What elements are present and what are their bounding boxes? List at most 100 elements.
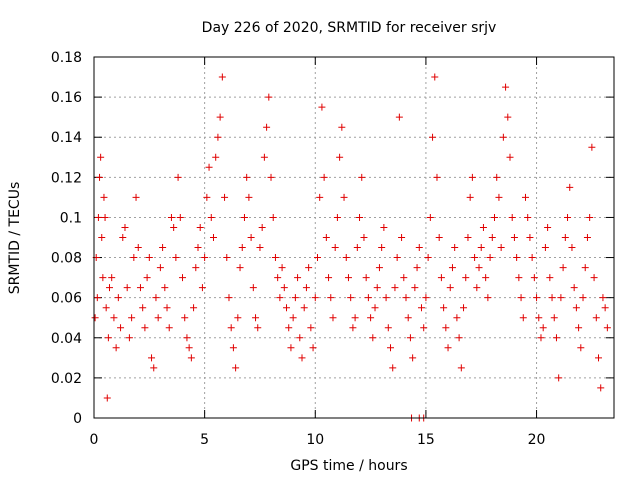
data-point	[163, 304, 171, 312]
data-point	[342, 254, 350, 262]
data-point	[320, 173, 328, 181]
data-point	[586, 213, 594, 221]
data-point	[382, 294, 390, 302]
data-point	[112, 344, 120, 352]
data-point	[564, 213, 572, 221]
data-point	[94, 213, 102, 221]
data-point	[409, 354, 417, 362]
data-point	[358, 173, 366, 181]
data-point	[93, 294, 101, 302]
data-point	[300, 304, 308, 312]
data-point	[134, 244, 142, 252]
data-point	[395, 113, 403, 121]
data-point	[108, 274, 116, 282]
data-point	[552, 334, 560, 342]
data-point	[389, 364, 397, 372]
data-point	[546, 274, 554, 282]
data-point	[597, 384, 605, 392]
data-point	[595, 354, 603, 362]
data-point	[232, 364, 240, 372]
data-point	[283, 304, 291, 312]
data-point	[433, 173, 441, 181]
data-point	[238, 244, 246, 252]
data-point	[491, 213, 499, 221]
data-point	[123, 284, 131, 292]
data-point	[364, 294, 372, 302]
data-point	[583, 234, 591, 241]
data-point	[460, 304, 468, 312]
data-point	[393, 254, 401, 262]
data-point	[464, 234, 472, 241]
x-axis-label: GPS time / hours	[290, 458, 407, 474]
data-point	[391, 284, 399, 292]
data-point	[435, 234, 443, 241]
data-point	[482, 274, 490, 282]
data-point	[426, 213, 434, 221]
data-point	[601, 304, 609, 312]
y-tick-label: 0.16	[51, 90, 82, 106]
data-point	[240, 213, 248, 221]
data-point	[453, 314, 461, 322]
data-point	[265, 93, 273, 101]
data-point	[194, 244, 202, 252]
data-point	[187, 354, 195, 362]
data-point	[440, 304, 448, 312]
data-point	[150, 364, 158, 372]
data-point	[451, 244, 459, 252]
data-points	[91, 73, 611, 422]
data-point	[557, 294, 565, 302]
data-point	[356, 213, 364, 221]
data-point	[174, 173, 182, 181]
data-point	[267, 173, 275, 181]
data-point	[329, 314, 337, 322]
data-point	[404, 314, 412, 322]
data-point	[225, 294, 233, 302]
data-point	[117, 324, 125, 332]
data-point	[603, 324, 611, 332]
data-point	[325, 274, 333, 282]
data-point	[278, 264, 286, 272]
y-tick-label: 0.08	[51, 251, 82, 267]
data-point	[139, 304, 147, 312]
data-point	[136, 284, 144, 292]
data-point	[588, 143, 596, 151]
data-point	[143, 274, 151, 282]
data-point	[577, 344, 585, 352]
data-point	[555, 374, 563, 382]
data-point	[468, 173, 476, 181]
y-tick-label: 0.04	[51, 331, 82, 347]
data-point	[309, 344, 317, 352]
data-point	[207, 213, 215, 221]
data-point	[378, 244, 386, 252]
data-point	[413, 264, 421, 272]
data-point	[336, 153, 344, 161]
y-tick-label: 0.14	[51, 130, 82, 146]
data-point	[340, 193, 348, 201]
data-point	[119, 234, 127, 241]
data-point	[406, 334, 414, 342]
data-point	[424, 254, 432, 262]
data-point	[568, 244, 576, 252]
x-tick-label: 20	[528, 432, 546, 448]
data-point	[91, 314, 99, 322]
data-point	[216, 113, 224, 121]
data-point	[234, 314, 242, 322]
data-point	[351, 314, 359, 322]
data-point	[473, 284, 481, 292]
x-tick-label: 0	[90, 432, 99, 448]
data-point	[100, 193, 108, 201]
data-point	[172, 254, 180, 262]
x-tick-label: 15	[417, 432, 435, 448]
data-point	[269, 213, 277, 221]
data-point	[575, 324, 583, 332]
data-point	[417, 304, 425, 312]
data-point	[457, 364, 465, 372]
x-tick-labels: 0 5 10 15 20	[90, 432, 546, 448]
data-point	[190, 304, 198, 312]
data-point	[559, 264, 567, 272]
data-point	[475, 264, 483, 272]
data-point	[502, 83, 510, 91]
data-point	[201, 254, 209, 262]
data-point	[590, 274, 598, 282]
data-point	[486, 254, 494, 262]
